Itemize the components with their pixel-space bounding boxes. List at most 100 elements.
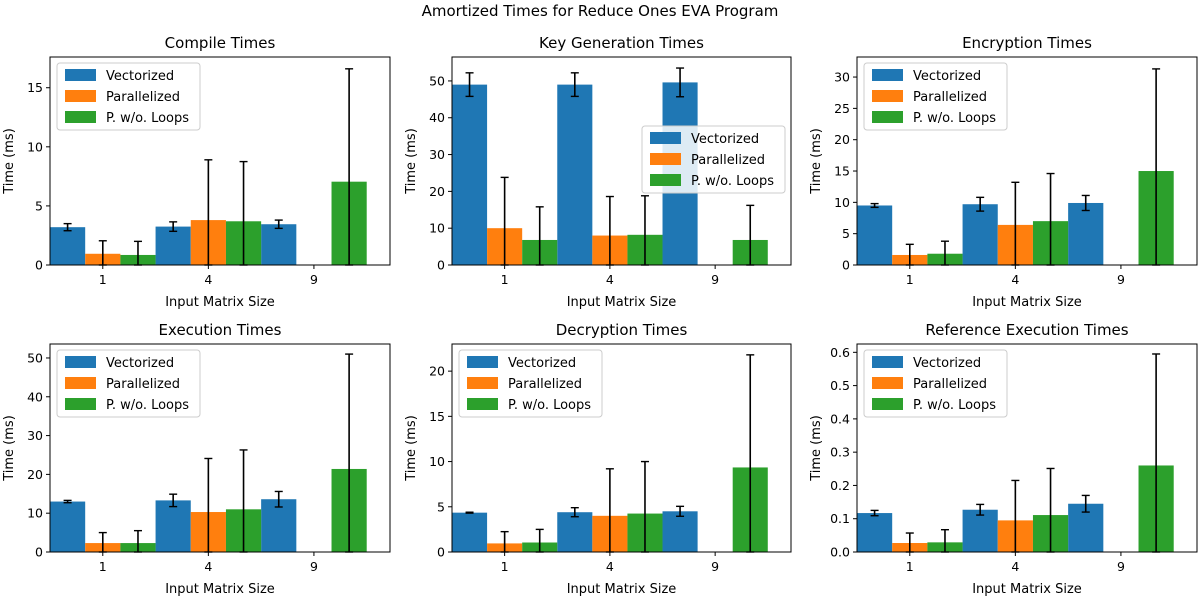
bar-vectorized-4	[155, 226, 191, 265]
bar-vectorized-1	[50, 227, 86, 265]
y-tick-label: 0.3	[830, 445, 850, 460]
legend-label-parallelized: Parallelized	[508, 377, 582, 392]
bar-vectorized-9	[1068, 202, 1104, 265]
y-tick-label: 50	[429, 73, 445, 88]
x-axis-label: Input Matrix Size	[165, 582, 275, 597]
legend-label-vectorized: Vectorized	[691, 132, 759, 147]
y-tick-label: 30	[27, 428, 43, 443]
legend-label-vectorized: Vectorized	[913, 69, 981, 84]
legend-label-vectorized: Vectorized	[913, 356, 981, 371]
y-tick-label: 15	[27, 80, 43, 95]
y-tick-label: 0.4	[830, 411, 850, 426]
bar-vectorized-1	[857, 205, 893, 265]
bar-vectorized-9	[261, 224, 297, 265]
legend-label-parallelized: Parallelized	[106, 90, 180, 105]
legend-swatch-p-wo-loops	[65, 111, 96, 123]
y-tick-label: 15	[429, 409, 445, 424]
chart-panel-3: Encryption Times 0 5 10 15 20 25 30 1 4 9 Input Mat…	[809, 34, 1198, 310]
chart-title: Execution Times	[159, 321, 282, 339]
chart-title: Compile Times	[165, 34, 276, 52]
x-axis-label: Input Matrix Size	[567, 295, 677, 310]
x-tick-label: 9	[310, 559, 318, 574]
x-tick-label: 4	[1011, 272, 1019, 287]
legend-label-vectorized: Vectorized	[106, 356, 174, 371]
legend-label-vectorized: Vectorized	[508, 356, 576, 371]
chart-title: Reference Execution Times	[925, 321, 1128, 339]
bar-vectorized-9	[662, 511, 698, 552]
x-tick-label: 1	[906, 272, 914, 287]
axes-frame	[49, 56, 391, 266]
legend-swatch-vectorized	[65, 69, 96, 81]
legend: Vectorized Parallelized P. w/o. Loops	[641, 125, 786, 194]
legend-swatch-p-wo-loops	[467, 398, 498, 410]
x-tick-label: 9	[310, 272, 318, 287]
legend: Vectorized Parallelized P. w/o. Loops	[863, 349, 1008, 418]
y-tick-label: 20	[27, 467, 43, 482]
y-axis-label: Time (ms)	[404, 415, 419, 482]
legend: Vectorized Parallelized P. w/o. Loops	[458, 349, 603, 418]
bar-vectorized-4	[557, 512, 593, 552]
y-tick-label: 20	[429, 184, 445, 199]
legend-label-p-wo-loops: P. w/o. Loops	[508, 398, 591, 413]
y-tick-label: 0	[842, 258, 850, 273]
bar-vectorized-1	[452, 84, 488, 265]
chart-panel-1: Compile Times 0 5 10 15 1 4 9 Input Matrix Size T…	[2, 34, 391, 310]
legend-label-p-wo-loops: P. w/o. Loops	[106, 398, 189, 413]
bar-vectorized-1	[50, 501, 86, 552]
y-axis-label: Time (ms)	[2, 128, 17, 195]
y-axis-label: Time (ms)	[809, 128, 824, 195]
y-axis-label: Time (ms)	[404, 128, 419, 195]
x-tick-label: 1	[99, 272, 107, 287]
axes-frame	[856, 56, 1198, 266]
legend: Vectorized Parallelized P. w/o. Loops	[56, 349, 201, 418]
x-tick-label: 4	[606, 559, 614, 574]
legend-label-parallelized: Parallelized	[913, 377, 987, 392]
y-tick-label: 20	[429, 364, 445, 379]
x-tick-label: 4	[204, 272, 212, 287]
y-axis-label: Time (ms)	[2, 415, 17, 482]
y-tick-label: 0.0	[830, 545, 850, 560]
legend-swatch-vectorized	[467, 356, 498, 368]
x-tick-label: 9	[711, 559, 719, 574]
x-tick-label: 9	[711, 272, 719, 287]
legend-swatch-parallelized	[65, 90, 96, 102]
legend-label-p-wo-loops: P. w/o. Loops	[106, 111, 189, 126]
bar-vectorized-1	[857, 513, 893, 552]
y-tick-label: 40	[27, 389, 43, 404]
axes-frame	[49, 343, 391, 553]
legend-swatch-vectorized	[872, 69, 903, 81]
bar-vectorized-4	[962, 509, 998, 552]
legend-swatch-parallelized	[872, 90, 903, 102]
bar-vectorized-4	[557, 84, 593, 265]
x-tick-label: 1	[501, 272, 509, 287]
y-tick-label: 0.1	[830, 511, 850, 526]
y-tick-label: 5	[437, 499, 445, 514]
bar-vectorized-4	[962, 204, 998, 265]
x-axis-label: Input Matrix Size	[165, 295, 275, 310]
bar-vectorized-9	[261, 499, 297, 552]
y-tick-label: 10	[834, 195, 850, 210]
x-tick-label: 9	[1117, 272, 1125, 287]
legend-label-vectorized: Vectorized	[106, 69, 174, 84]
y-tick-label: 25	[834, 101, 850, 116]
y-tick-label: 5	[842, 226, 850, 241]
x-tick-label: 4	[1011, 559, 1019, 574]
x-tick-label: 1	[906, 559, 914, 574]
legend-label-parallelized: Parallelized	[691, 153, 765, 168]
legend: Vectorized Parallelized P. w/o. Loops	[56, 62, 201, 131]
x-tick-label: 1	[99, 559, 107, 574]
legend-swatch-parallelized	[650, 153, 681, 165]
y-tick-label: 30	[429, 147, 445, 162]
legend-swatch-vectorized	[872, 356, 903, 368]
y-tick-label: 0.2	[830, 478, 850, 493]
y-tick-label: 10	[429, 454, 445, 469]
chart-title: Key Generation Times	[539, 34, 704, 52]
axes-frame	[856, 343, 1198, 553]
y-tick-label: 10	[27, 139, 43, 154]
y-tick-label: 0	[35, 258, 43, 273]
legend-swatch-vectorized	[650, 132, 681, 144]
x-tick-label: 4	[204, 559, 212, 574]
x-tick-label: 1	[501, 559, 509, 574]
